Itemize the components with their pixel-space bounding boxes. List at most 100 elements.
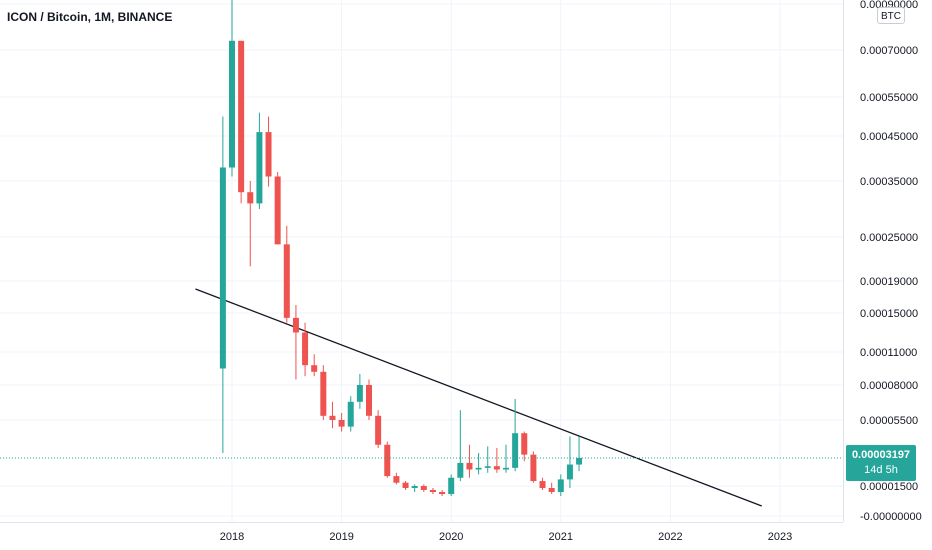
candle-bullish	[566, 436, 573, 488]
y-tick-label: 0.00001500	[860, 481, 918, 493]
candle-body	[475, 467, 482, 470]
candle-body	[503, 467, 509, 470]
candle-bearish	[384, 441, 391, 478]
x-tick-label: 2019	[329, 531, 353, 543]
candle-bullish	[576, 436, 583, 472]
time-axis[interactable]: 2018 2019 2020 2021 2022 2023	[220, 531, 792, 543]
candle-body	[393, 476, 400, 483]
trendline-layer	[195, 288, 762, 507]
chart-grid	[0, 0, 844, 523]
candle-body	[302, 332, 309, 366]
candle-body	[557, 479, 564, 492]
candle-bearish	[302, 322, 309, 377]
candle-bullish	[356, 374, 363, 409]
candle-body	[229, 40, 235, 168]
y-tick-label: 0.00070000	[860, 45, 918, 57]
candle-body	[283, 244, 290, 318]
candles-layer	[219, 0, 583, 496]
candle-body	[484, 466, 491, 468]
candle-body	[402, 482, 409, 488]
candle-bullish	[503, 444, 509, 473]
candle-body	[238, 40, 245, 193]
candle-bearish	[274, 172, 281, 245]
candle-bearish	[393, 472, 400, 485]
candle-body	[265, 132, 272, 177]
y-tick-label: 0.00015000	[860, 308, 918, 320]
candle-body	[256, 132, 263, 204]
candle-body	[457, 462, 464, 478]
candle-bullish	[347, 396, 354, 432]
candle-bearish	[521, 431, 528, 462]
candle-body	[448, 477, 455, 494]
candle-body	[530, 454, 537, 482]
candle-bullish	[484, 446, 491, 473]
candle-bearish	[320, 365, 327, 420]
candle-bullish	[475, 453, 482, 475]
candle-bearish	[238, 40, 245, 204]
candle-body	[566, 464, 573, 480]
candle-body	[420, 486, 427, 490]
y-tick-label: 0.00008000	[860, 380, 918, 392]
current-price-label: 0.00003197 14d 5h	[846, 445, 916, 481]
candle-bearish	[292, 305, 299, 380]
y-tick-label: 0.00045000	[860, 131, 918, 143]
candle-body	[320, 371, 327, 416]
candle-body	[338, 420, 345, 427]
candle-body	[576, 457, 583, 465]
candle-body	[429, 490, 436, 492]
candle-bearish	[466, 444, 473, 478]
y-tick-label: 0.00005500	[860, 415, 918, 427]
x-tick-label: 2022	[658, 531, 682, 543]
y-tick-label: 0.00011000	[860, 347, 917, 359]
price-axis[interactable]: 0.00090000 0.00070000 0.00055000 0.00045000…	[860, 0, 922, 523]
candle-bullish	[557, 474, 564, 496]
candle-bearish	[311, 354, 318, 377]
chart-title: ICON / Bitcoin, 1M, BINANCE	[7, 10, 172, 24]
candle-body	[466, 462, 473, 470]
candle-body	[493, 466, 500, 470]
x-tick-label: 2018	[220, 531, 244, 543]
candle-body	[384, 444, 391, 477]
y-tick-label: 0.00090000	[860, 0, 918, 11]
candle-bearish	[283, 225, 290, 323]
y-tick-label: 0.00025000	[860, 232, 918, 244]
y-tick-label: 0.00019000	[860, 276, 918, 288]
candle-body	[347, 401, 354, 427]
candle-bullish	[219, 116, 226, 453]
y-tick-label: 0.00035000	[860, 176, 918, 188]
candle-countdown: 14d 5h	[864, 464, 898, 476]
candle-bearish	[402, 481, 409, 490]
candle-body	[247, 192, 254, 204]
currency-badge[interactable]: BTC	[877, 7, 905, 24]
candle-body	[329, 415, 336, 420]
candle-bearish	[247, 181, 254, 267]
candle-bearish	[548, 482, 555, 494]
candle-body	[219, 167, 226, 369]
candle-bullish	[256, 112, 263, 209]
candle-bullish	[229, 0, 235, 177]
candle-body	[439, 492, 446, 494]
candle-bearish	[375, 410, 382, 449]
candle-bullish	[448, 474, 455, 496]
candle-bearish	[338, 413, 345, 432]
candle-bearish	[429, 488, 436, 494]
candle-bearish	[366, 379, 372, 420]
trendline	[195, 288, 762, 507]
candle-body	[539, 481, 546, 488]
candle-body	[521, 433, 528, 455]
candle-body	[311, 365, 318, 372]
candle-bullish	[411, 484, 418, 492]
candle-bearish	[493, 448, 500, 473]
candle-bearish	[420, 484, 427, 492]
candle-bearish	[265, 116, 272, 187]
x-tick-label: 2020	[439, 531, 463, 543]
candle-body	[548, 488, 555, 492]
candle-bearish	[439, 490, 446, 496]
x-tick-label: 2023	[768, 531, 792, 543]
candle-body	[356, 385, 363, 402]
candle-body	[366, 385, 372, 416]
candle-bearish	[530, 451, 537, 483]
candle-bearish	[329, 401, 336, 429]
candle-bearish	[539, 477, 546, 490]
